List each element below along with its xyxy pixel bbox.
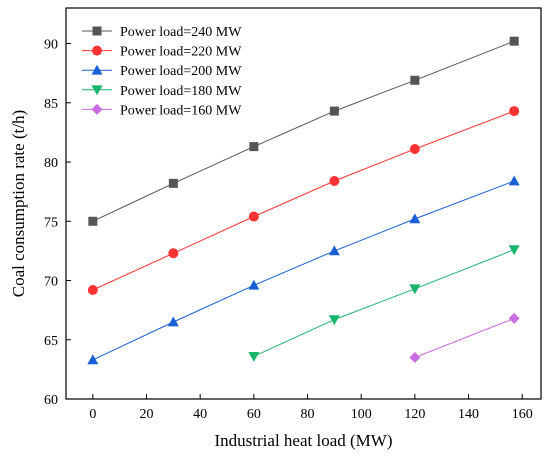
legend-marker (91, 64, 103, 75)
x-tick-label: 0 (89, 407, 96, 422)
data-point (168, 178, 178, 188)
data-point (508, 175, 520, 186)
series-layer (87, 36, 520, 365)
series-3 (248, 245, 520, 362)
x-axis-title: Industrial heat load (MW) (215, 431, 393, 450)
y-tick-label: 90 (44, 38, 58, 53)
x-tick-label: 160 (512, 407, 533, 422)
data-point (329, 106, 339, 116)
x-tick-label: 100 (351, 407, 372, 422)
y-tick-label: 65 (44, 334, 58, 349)
data-point (249, 142, 259, 152)
plot-border (65, 7, 542, 400)
legend-entry-1: Power load=220 MW (82, 45, 242, 60)
x-tick-label: 80 (301, 407, 315, 422)
series-2 (87, 175, 520, 365)
y-tick-label: 70 (44, 275, 58, 290)
series-1 (87, 106, 520, 295)
axis-ticks: 0 20 40 60 80 100 120 140 160 60 65 70 75 80 85 90 (44, 38, 533, 422)
legend-label: Power load=200 MW (120, 64, 242, 79)
x-tick-label: 60 (247, 407, 261, 422)
data-point (87, 284, 98, 295)
data-point (248, 279, 260, 290)
series-line (253, 249, 515, 357)
legend-label: Power load=220 MW (120, 45, 242, 60)
data-point (409, 352, 421, 364)
legend-entry-3: Power load=180 MW (82, 84, 242, 99)
x-tick-label: 20 (140, 407, 154, 422)
data-point (248, 351, 260, 362)
data-point (248, 211, 259, 222)
data-point (508, 312, 520, 324)
data-point (88, 216, 98, 226)
series-4 (409, 312, 520, 364)
data-point (409, 213, 421, 224)
series-0 (88, 36, 519, 226)
legend-marker (91, 103, 103, 115)
data-point (508, 245, 520, 256)
legend-marker (92, 45, 102, 56)
legend-label: Power load=240 MW (120, 25, 242, 40)
y-tick-label: 80 (44, 156, 58, 171)
data-point (509, 106, 520, 117)
data-point (168, 248, 179, 259)
x-tick-label: 140 (458, 407, 479, 422)
y-axis-title: Coal consumption rate (t/h) (9, 110, 28, 297)
series-line (414, 317, 515, 358)
y-tick-label: 60 (44, 393, 58, 408)
data-point (167, 316, 179, 327)
legend-label: Power load=160 MW (120, 103, 242, 118)
data-point (87, 354, 99, 365)
data-point (509, 36, 519, 46)
data-point (329, 175, 340, 186)
legend-label: Power load=180 MW (120, 84, 242, 99)
x-tick-label: 120 (404, 407, 425, 422)
series-line (92, 40, 515, 222)
legend: Power load=240 MW Power load=220 MW Power … (82, 25, 242, 118)
y-tick-label: 75 (44, 215, 58, 230)
data-point (328, 315, 340, 326)
data-point (328, 245, 340, 256)
legend-entry-2: Power load=200 MW (82, 64, 242, 79)
y-tick-label: 85 (44, 97, 58, 112)
data-point (410, 75, 420, 85)
series-line (92, 110, 515, 291)
plot-frame (65, 7, 542, 400)
legend-entry-0: Power load=240 MW (82, 25, 242, 40)
legend-marker (92, 26, 102, 36)
x-tick-label: 40 (193, 407, 207, 422)
data-point (409, 143, 420, 154)
data-point (409, 284, 421, 295)
legend-entry-4: Power load=160 MW (82, 103, 242, 118)
series-line (92, 180, 515, 361)
legend-marker (91, 85, 103, 96)
